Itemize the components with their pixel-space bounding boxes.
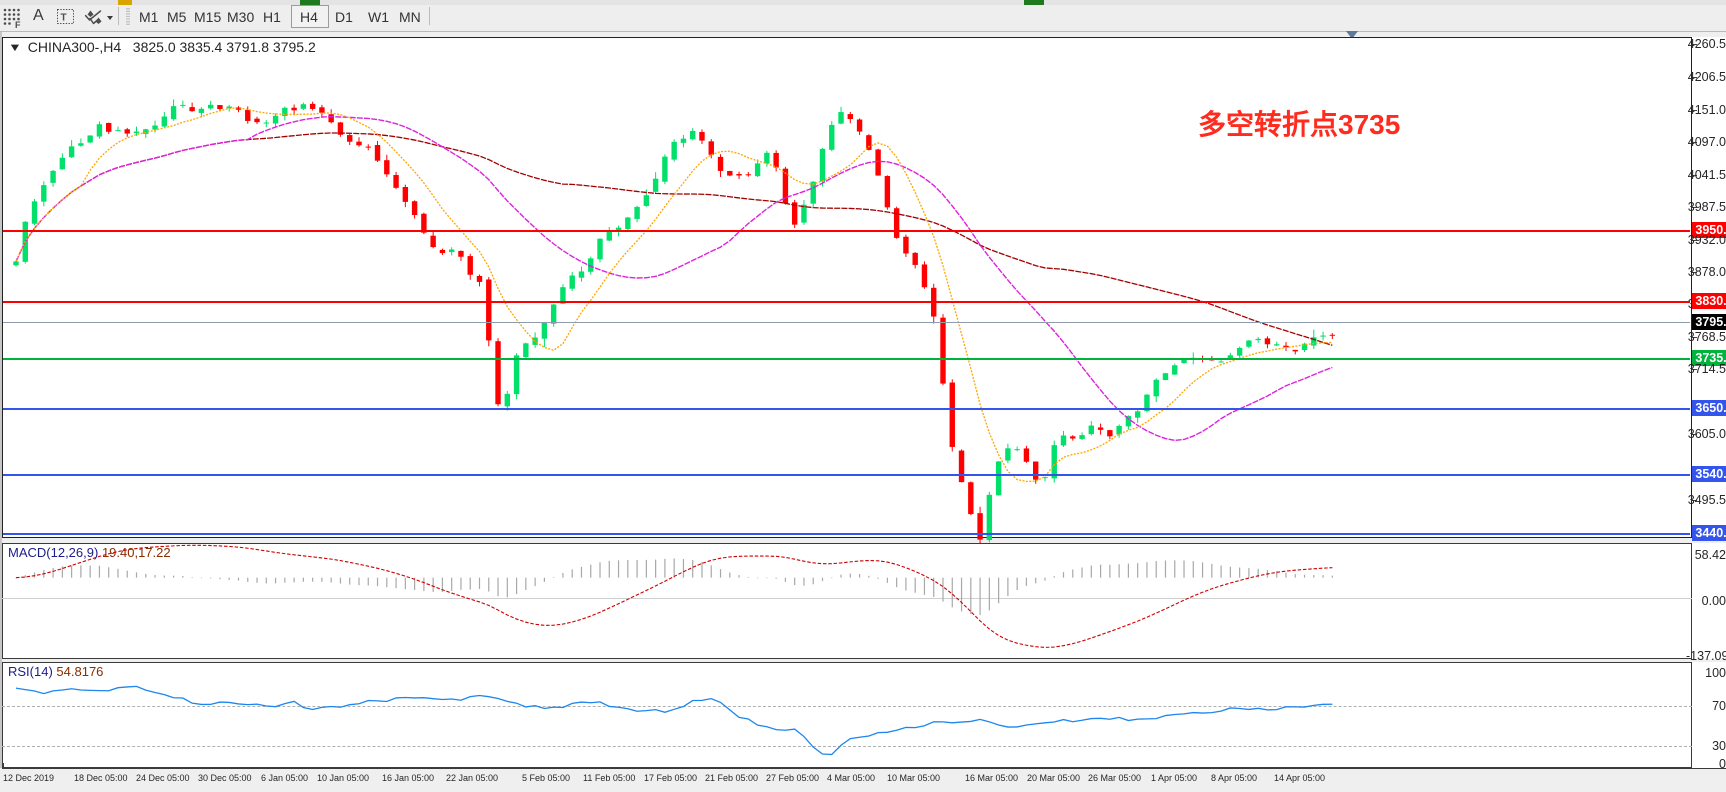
svg-text:T: T xyxy=(61,13,67,24)
svg-text:F: F xyxy=(15,20,21,29)
